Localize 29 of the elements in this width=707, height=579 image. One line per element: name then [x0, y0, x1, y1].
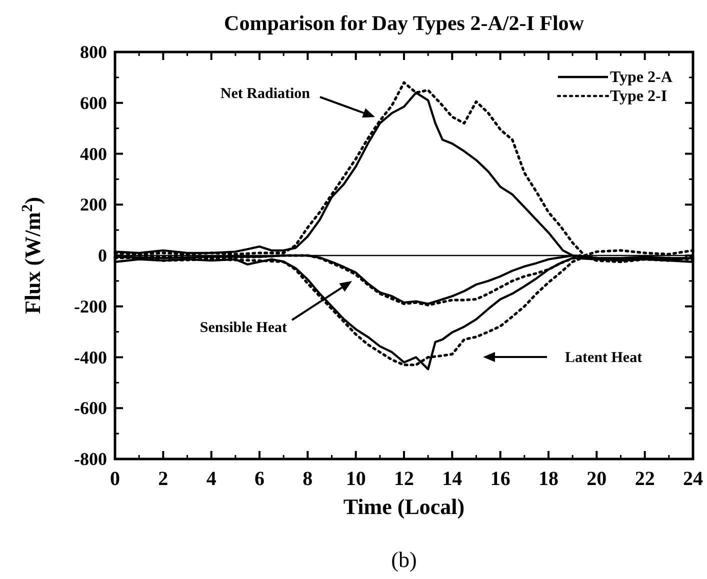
- x-tick-label: 10: [346, 468, 366, 490]
- legend-label: Type 2-I: [610, 88, 668, 105]
- x-tick-label: 14: [442, 468, 462, 490]
- y-tick-label: -200: [74, 296, 107, 316]
- x-tick-label: 16: [490, 468, 510, 490]
- x-tick-label: 12: [394, 468, 414, 490]
- x-tick-label: 6: [254, 468, 264, 490]
- y-tick-label: 0: [98, 246, 107, 266]
- y-tick-label: 600: [80, 92, 107, 113]
- x-tick-label: 2: [158, 468, 168, 490]
- x-tick-label: 24: [683, 468, 703, 490]
- annotation: Net Radiation: [220, 86, 311, 102]
- x-tick-label: 22: [634, 468, 655, 490]
- y-tick-label: 800: [80, 42, 107, 62]
- y-tick-label: -600: [74, 398, 107, 418]
- chart-title: Comparison for Day Types 2-A/2-I Flow: [224, 11, 585, 35]
- y-tick-label: 400: [80, 144, 107, 164]
- legend-label: Type 2-A: [610, 69, 673, 86]
- y-tick-label: -800: [74, 449, 107, 469]
- x-tick-label: 8: [302, 468, 313, 490]
- y-tick-label: -400: [74, 347, 107, 368]
- y-tick-label: 200: [80, 194, 107, 215]
- x-tick-label: 18: [538, 468, 558, 490]
- x-axis-title: Time (Local): [343, 494, 465, 519]
- annotation: Sensible Heat: [200, 320, 287, 336]
- annotation: Latent Heat: [565, 350, 642, 366]
- x-tick-label: 20: [586, 468, 607, 490]
- text: (b): [391, 547, 417, 572]
- x-tick-label: 4: [206, 468, 216, 490]
